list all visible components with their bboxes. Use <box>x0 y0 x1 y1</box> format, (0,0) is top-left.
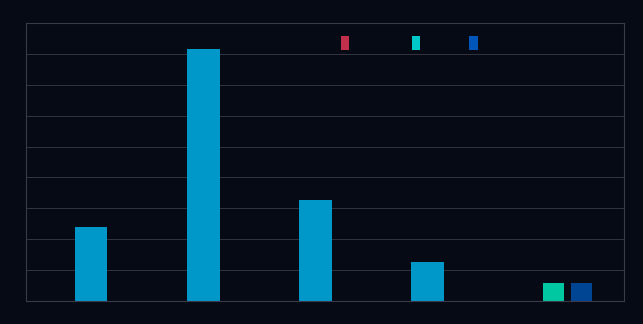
Bar <box>299 201 332 301</box>
Bar <box>572 283 592 301</box>
Bar <box>75 227 107 301</box>
Bar <box>411 261 444 301</box>
Bar <box>543 283 564 301</box>
Bar <box>187 49 220 301</box>
